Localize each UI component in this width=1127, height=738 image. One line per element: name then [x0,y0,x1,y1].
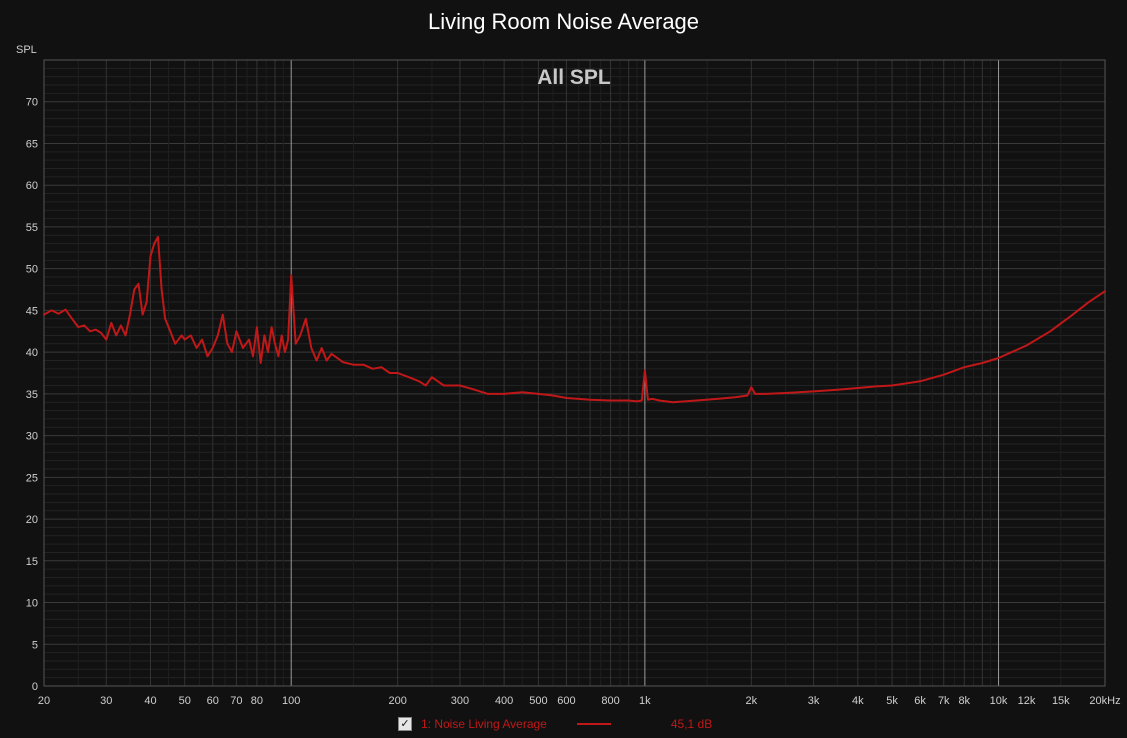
x-tick-label: 10k [990,695,1008,707]
x-tick-label: 3k [808,695,820,707]
x-tick-label: 300 [451,695,469,707]
y-tick-label: 10 [26,598,38,610]
series-layer [43,235,1106,404]
x-tick-label: 4k [852,695,864,707]
x-tick-label: 20 [38,695,50,707]
legend: ✓ 1: Noise Living Average 45,1 dB [398,715,712,733]
y-axis-label: SPL [16,44,37,56]
x-tick-label: 600 [557,695,575,707]
y-tick-label: 20 [26,514,38,526]
y-tick-label: 65 [26,138,38,150]
y-tick-label: 70 [26,97,38,109]
y-tick-label: 55 [26,222,38,234]
x-tick-label: 800 [601,695,619,707]
x-tick-label: 50 [179,695,191,707]
x-tick-label: 30 [100,695,112,707]
y-tick-label: 35 [26,389,38,401]
legend-series-name: 1: Noise Living Average [421,717,547,731]
x-tick-label: 2k [746,695,758,707]
x-tick-label: 6k [914,695,926,707]
y-tick-label: 5 [32,639,38,651]
y-tick-label: 0 [32,681,38,693]
x-tick-label: 1k [639,695,651,707]
x-tick-label: 400 [495,695,513,707]
y-tick-label: 15 [26,556,38,568]
y-tick-label: 25 [26,472,38,484]
grid-lines [43,59,1106,687]
x-tick-label: 80 [251,695,263,707]
plot-frame [43,59,1106,687]
chart-subtitle: All SPL [537,66,611,89]
x-tick-label: 7k [938,695,950,707]
x-tick-label: 40 [144,695,156,707]
y-tick-label: 60 [26,180,38,192]
x-tick-labels: 20 30 40 50 60 70 80 100 200 300 400 500 600 800 1k 2k 3… [38,695,1121,707]
chart-plot: SPL 0 5 10 15 20 25 30 35 40 45 50 55 60 65 70 20 30 40 5… [16,44,1121,707]
legend-checkbox[interactable]: ✓ [398,717,412,731]
y-tick-labels: 0 5 10 15 20 25 30 35 40 45 50 55 60 65 70 [26,97,38,693]
x-tick-label: 200 [388,695,406,707]
y-tick-label: 40 [26,347,38,359]
x-tick-label: 100 [282,695,300,707]
legend-series-value: 45,1 dB [670,717,713,731]
y-tick-label: 50 [26,264,38,276]
x-tick-label: 12k [1018,695,1036,707]
chart-title: Living Room Noise Average [427,9,700,34]
y-tick-label: 45 [26,305,38,317]
x-tick-label: 8k [958,695,970,707]
x-tick-label: 60 [207,695,219,707]
x-tick-label: 70 [230,695,242,707]
y-tick-label: 30 [26,431,38,443]
x-tick-label: 15k [1052,695,1070,707]
x-tick-label: 20kHz [1089,695,1120,707]
legend-line-swatch [576,723,611,725]
series-line-0 [43,235,1106,404]
x-tick-label: 500 [529,695,547,707]
x-tick-label: 5k [886,695,898,707]
